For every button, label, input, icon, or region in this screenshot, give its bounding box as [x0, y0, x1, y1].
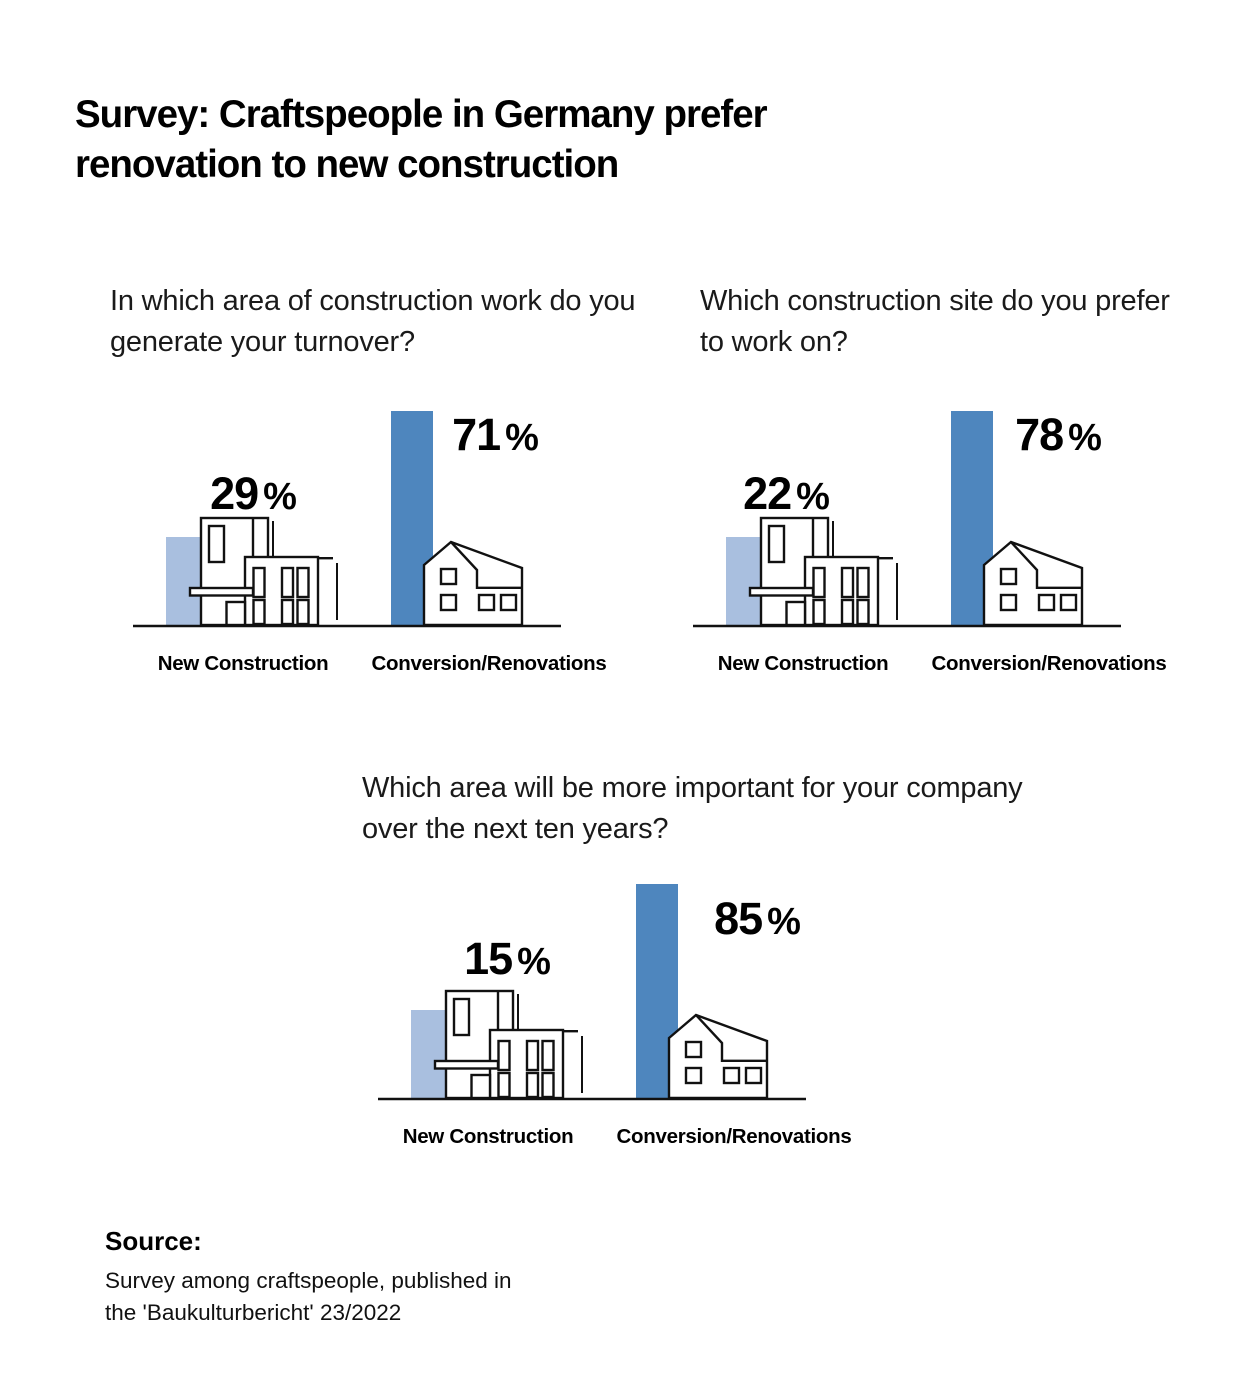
percent-sign: % [517, 941, 551, 983]
chart-question: Which area will be more important for yo… [362, 772, 1023, 845]
category-label-conversion: Conversion/Renovations [931, 652, 1167, 675]
category-label-conversion: Conversion/Renovations [616, 1125, 852, 1148]
percent-sign: % [263, 476, 297, 518]
page-title: Survey: Craftspeople in Germany prefer r… [75, 90, 768, 190]
page-title-line-2: renovation to new construction [75, 143, 619, 186]
value-number: 29 [210, 468, 259, 519]
percent-sign: % [1068, 417, 1102, 459]
value-number: 15 [464, 933, 513, 984]
source-line-1: Survey among craftspeople, published in [105, 1268, 512, 1293]
chart-scene: 15% 85% New Construction Conversion/Reno… [378, 873, 852, 1163]
chart-question: In which area of construction work do yo… [110, 285, 636, 358]
chart-scene: 22% 78% New Construction Conversion/Reno… [693, 400, 1167, 690]
source-heading: Source: [105, 1226, 202, 1256]
value-label-conversion: 71% [452, 409, 539, 460]
value-label-conversion: 85% [714, 893, 801, 944]
value-number: 22 [743, 468, 792, 519]
chart-scene: 29% 71% New Construction Conversion/Reno… [133, 400, 607, 690]
percent-sign: % [767, 901, 801, 943]
value-number: 78 [1015, 409, 1064, 460]
category-label-conversion: Conversion/Renovations [371, 652, 607, 675]
category-label-new-construction: New Construction [157, 652, 329, 675]
value-label-conversion: 78% [1015, 409, 1102, 460]
value-label-new-construction: 29% [210, 468, 297, 519]
value-label-new-construction: 15% [464, 933, 551, 984]
category-label-new-construction: New Construction [717, 652, 889, 675]
percent-sign: % [796, 476, 830, 518]
value-number: 85 [714, 893, 763, 944]
category-label-new-construction: New Construction [402, 1125, 574, 1148]
chart-question: Which construction site do you prefer to… [700, 285, 1170, 358]
source-line-2: the 'Baukulturbericht' 23/2022 [105, 1300, 402, 1325]
source-block: Source: Survey among craftspeople, publi… [105, 1226, 512, 1329]
value-label-new-construction: 22% [743, 468, 830, 519]
value-number: 71 [452, 409, 501, 460]
percent-sign: % [505, 417, 539, 459]
page-title-line-1: Survey: Craftspeople in Germany prefer [75, 93, 768, 136]
